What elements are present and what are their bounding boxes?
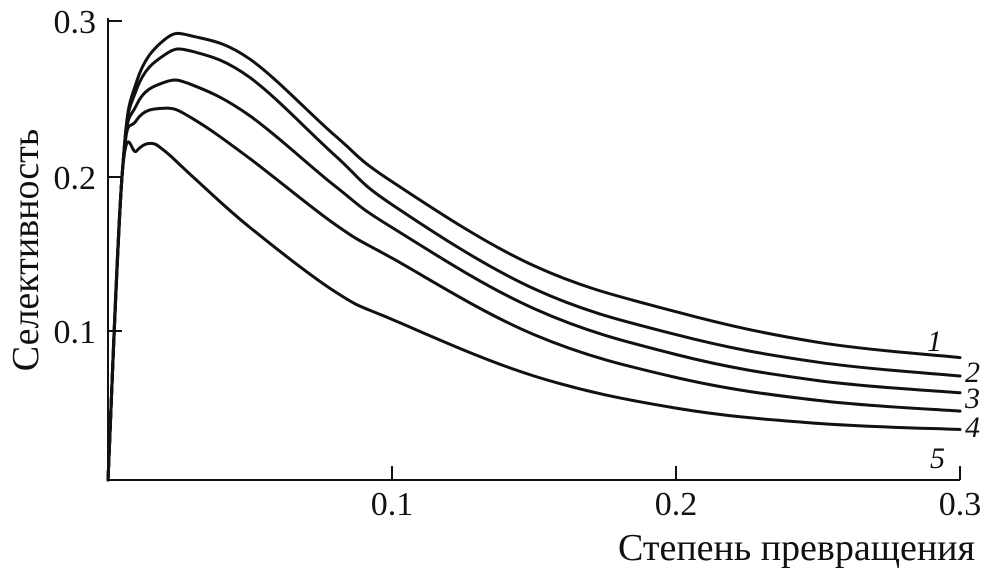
series-label-2: 2 — [965, 356, 980, 389]
y-tick-label-1: 0.1 — [54, 314, 97, 351]
x-axis-label: Степень превращения — [618, 527, 975, 569]
series-label-4: 4 — [965, 411, 980, 444]
series-label-5: 5 — [930, 442, 945, 475]
x-tick-label-3: 0.3 — [939, 486, 982, 523]
y-tick-label-3: 0.3 — [54, 4, 97, 41]
plot-area: 0.1 0.2 0.3 0.1 0.2 0.3 1 2 3 4 5 — [54, 4, 982, 523]
series-line-1 — [106, 31, 962, 482]
series-labels: 1 2 3 4 5 — [927, 325, 980, 475]
x-ticks: 0.1 0.2 0.3 — [371, 466, 982, 523]
series-label-1: 1 — [927, 325, 942, 358]
y-ticks: 0.1 0.2 0.3 — [54, 4, 122, 351]
series-line-5 — [106, 140, 962, 482]
x-tick-label-1: 0.1 — [371, 486, 414, 523]
series-line-3 — [106, 78, 962, 482]
series-curves — [106, 31, 962, 482]
x-tick-label-2: 0.2 — [655, 486, 698, 523]
series-label-3: 3 — [964, 382, 980, 415]
series-line-4 — [106, 106, 962, 482]
y-tick-label-2: 0.2 — [54, 160, 97, 197]
y-axis-label: Селективность — [5, 129, 47, 371]
